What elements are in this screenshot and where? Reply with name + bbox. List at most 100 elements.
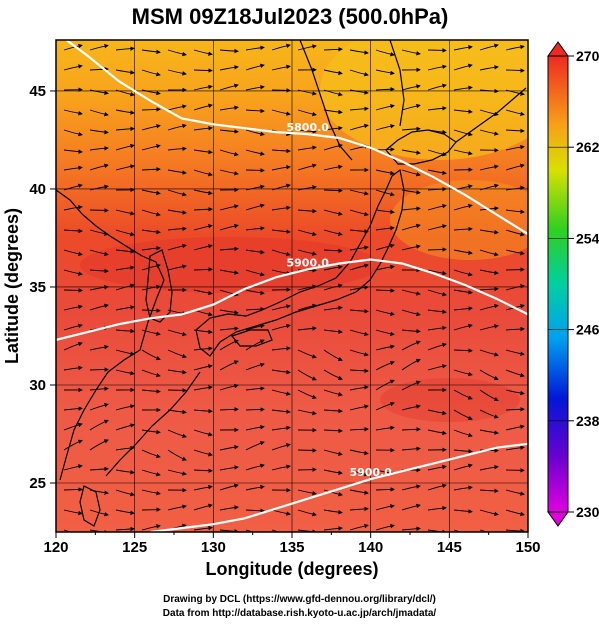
streamline	[63, 228, 83, 234]
streamline	[349, 49, 369, 55]
streamline	[141, 524, 161, 531]
streamline	[271, 304, 291, 311]
streamline	[141, 107, 161, 112]
streamline	[141, 69, 161, 77]
streamline	[427, 129, 447, 135]
streamline	[245, 63, 265, 71]
streamline	[141, 229, 161, 235]
streamline	[297, 129, 317, 134]
streamline	[427, 106, 447, 111]
streamline	[349, 404, 369, 411]
streamline	[375, 87, 395, 92]
streamline	[505, 128, 525, 134]
streamline	[115, 369, 135, 376]
streamline	[271, 183, 291, 191]
streamline	[349, 209, 369, 217]
streamline	[505, 445, 525, 451]
streamline	[505, 267, 525, 272]
streamline	[375, 189, 395, 197]
streamline	[89, 229, 109, 236]
streamline	[479, 164, 499, 171]
streamline	[167, 146, 187, 151]
streamline	[401, 84, 421, 91]
streamline	[63, 149, 83, 154]
x-tick-label: 125	[122, 539, 147, 556]
streamline	[245, 362, 265, 371]
streamline	[375, 379, 395, 391]
streamline	[245, 407, 265, 412]
y-axis-label: Latitude (degrees)	[2, 208, 22, 364]
streamline	[141, 349, 161, 361]
streamline	[167, 264, 187, 271]
streamline	[245, 306, 265, 312]
streamline	[427, 505, 447, 511]
streamline	[349, 449, 369, 456]
streamline	[401, 206, 421, 211]
streamline	[167, 123, 187, 131]
streamline	[427, 149, 447, 157]
streamline	[245, 323, 265, 331]
streamline	[89, 466, 109, 472]
streamline	[219, 326, 239, 331]
contour-line	[150, 442, 528, 532]
streamline	[479, 349, 499, 357]
streamline	[297, 163, 317, 171]
streamline	[167, 469, 187, 476]
streamline	[193, 503, 213, 511]
streamline	[323, 509, 343, 515]
streamline	[453, 226, 473, 232]
streamline	[115, 109, 135, 115]
streamline	[193, 169, 213, 177]
streamline	[167, 349, 187, 359]
x-axis-label: Longitude (degrees)	[205, 559, 378, 579]
streamline	[297, 326, 317, 331]
streamline	[505, 489, 525, 496]
contour-label: 5900.0	[349, 466, 392, 479]
streamline	[401, 484, 421, 491]
streamline	[115, 305, 135, 311]
streamline	[453, 249, 473, 255]
streamline	[427, 169, 447, 176]
streamline	[505, 424, 525, 431]
streamline	[323, 69, 343, 76]
streamline	[401, 427, 421, 432]
streamline	[193, 429, 213, 437]
streamline	[219, 309, 239, 315]
streamline	[349, 245, 369, 251]
streamline	[115, 126, 135, 132]
streamline	[193, 68, 213, 73]
streamline	[219, 269, 239, 275]
colorbar-tick-label: 246	[576, 322, 599, 338]
streamline	[115, 229, 135, 237]
streamline	[89, 146, 109, 151]
streamline	[193, 346, 213, 351]
streamline	[349, 349, 369, 357]
streamline	[375, 288, 395, 293]
streamline	[63, 249, 83, 257]
streamline	[245, 424, 265, 431]
streamline	[115, 89, 135, 97]
streamline	[115, 265, 135, 271]
x-tick-label: 145	[437, 539, 462, 556]
streamline	[219, 204, 239, 211]
streamline	[401, 503, 421, 511]
streamline	[141, 449, 161, 459]
streamline	[193, 364, 213, 371]
streamline	[453, 289, 473, 295]
streamline	[63, 439, 83, 451]
streamline	[479, 286, 499, 292]
streamline	[89, 344, 109, 351]
streamline	[63, 183, 83, 191]
streamline	[453, 463, 473, 471]
colorbar-tick-label: 262	[576, 139, 599, 155]
streamline	[193, 49, 213, 56]
y-tick-label: 35	[29, 279, 46, 296]
streamline	[479, 324, 499, 331]
streamline	[219, 65, 239, 71]
streamline	[505, 326, 525, 332]
streamline	[323, 305, 343, 311]
streamline	[427, 224, 447, 231]
streamline	[115, 249, 135, 254]
streamline	[323, 526, 343, 531]
streamline	[193, 449, 213, 457]
